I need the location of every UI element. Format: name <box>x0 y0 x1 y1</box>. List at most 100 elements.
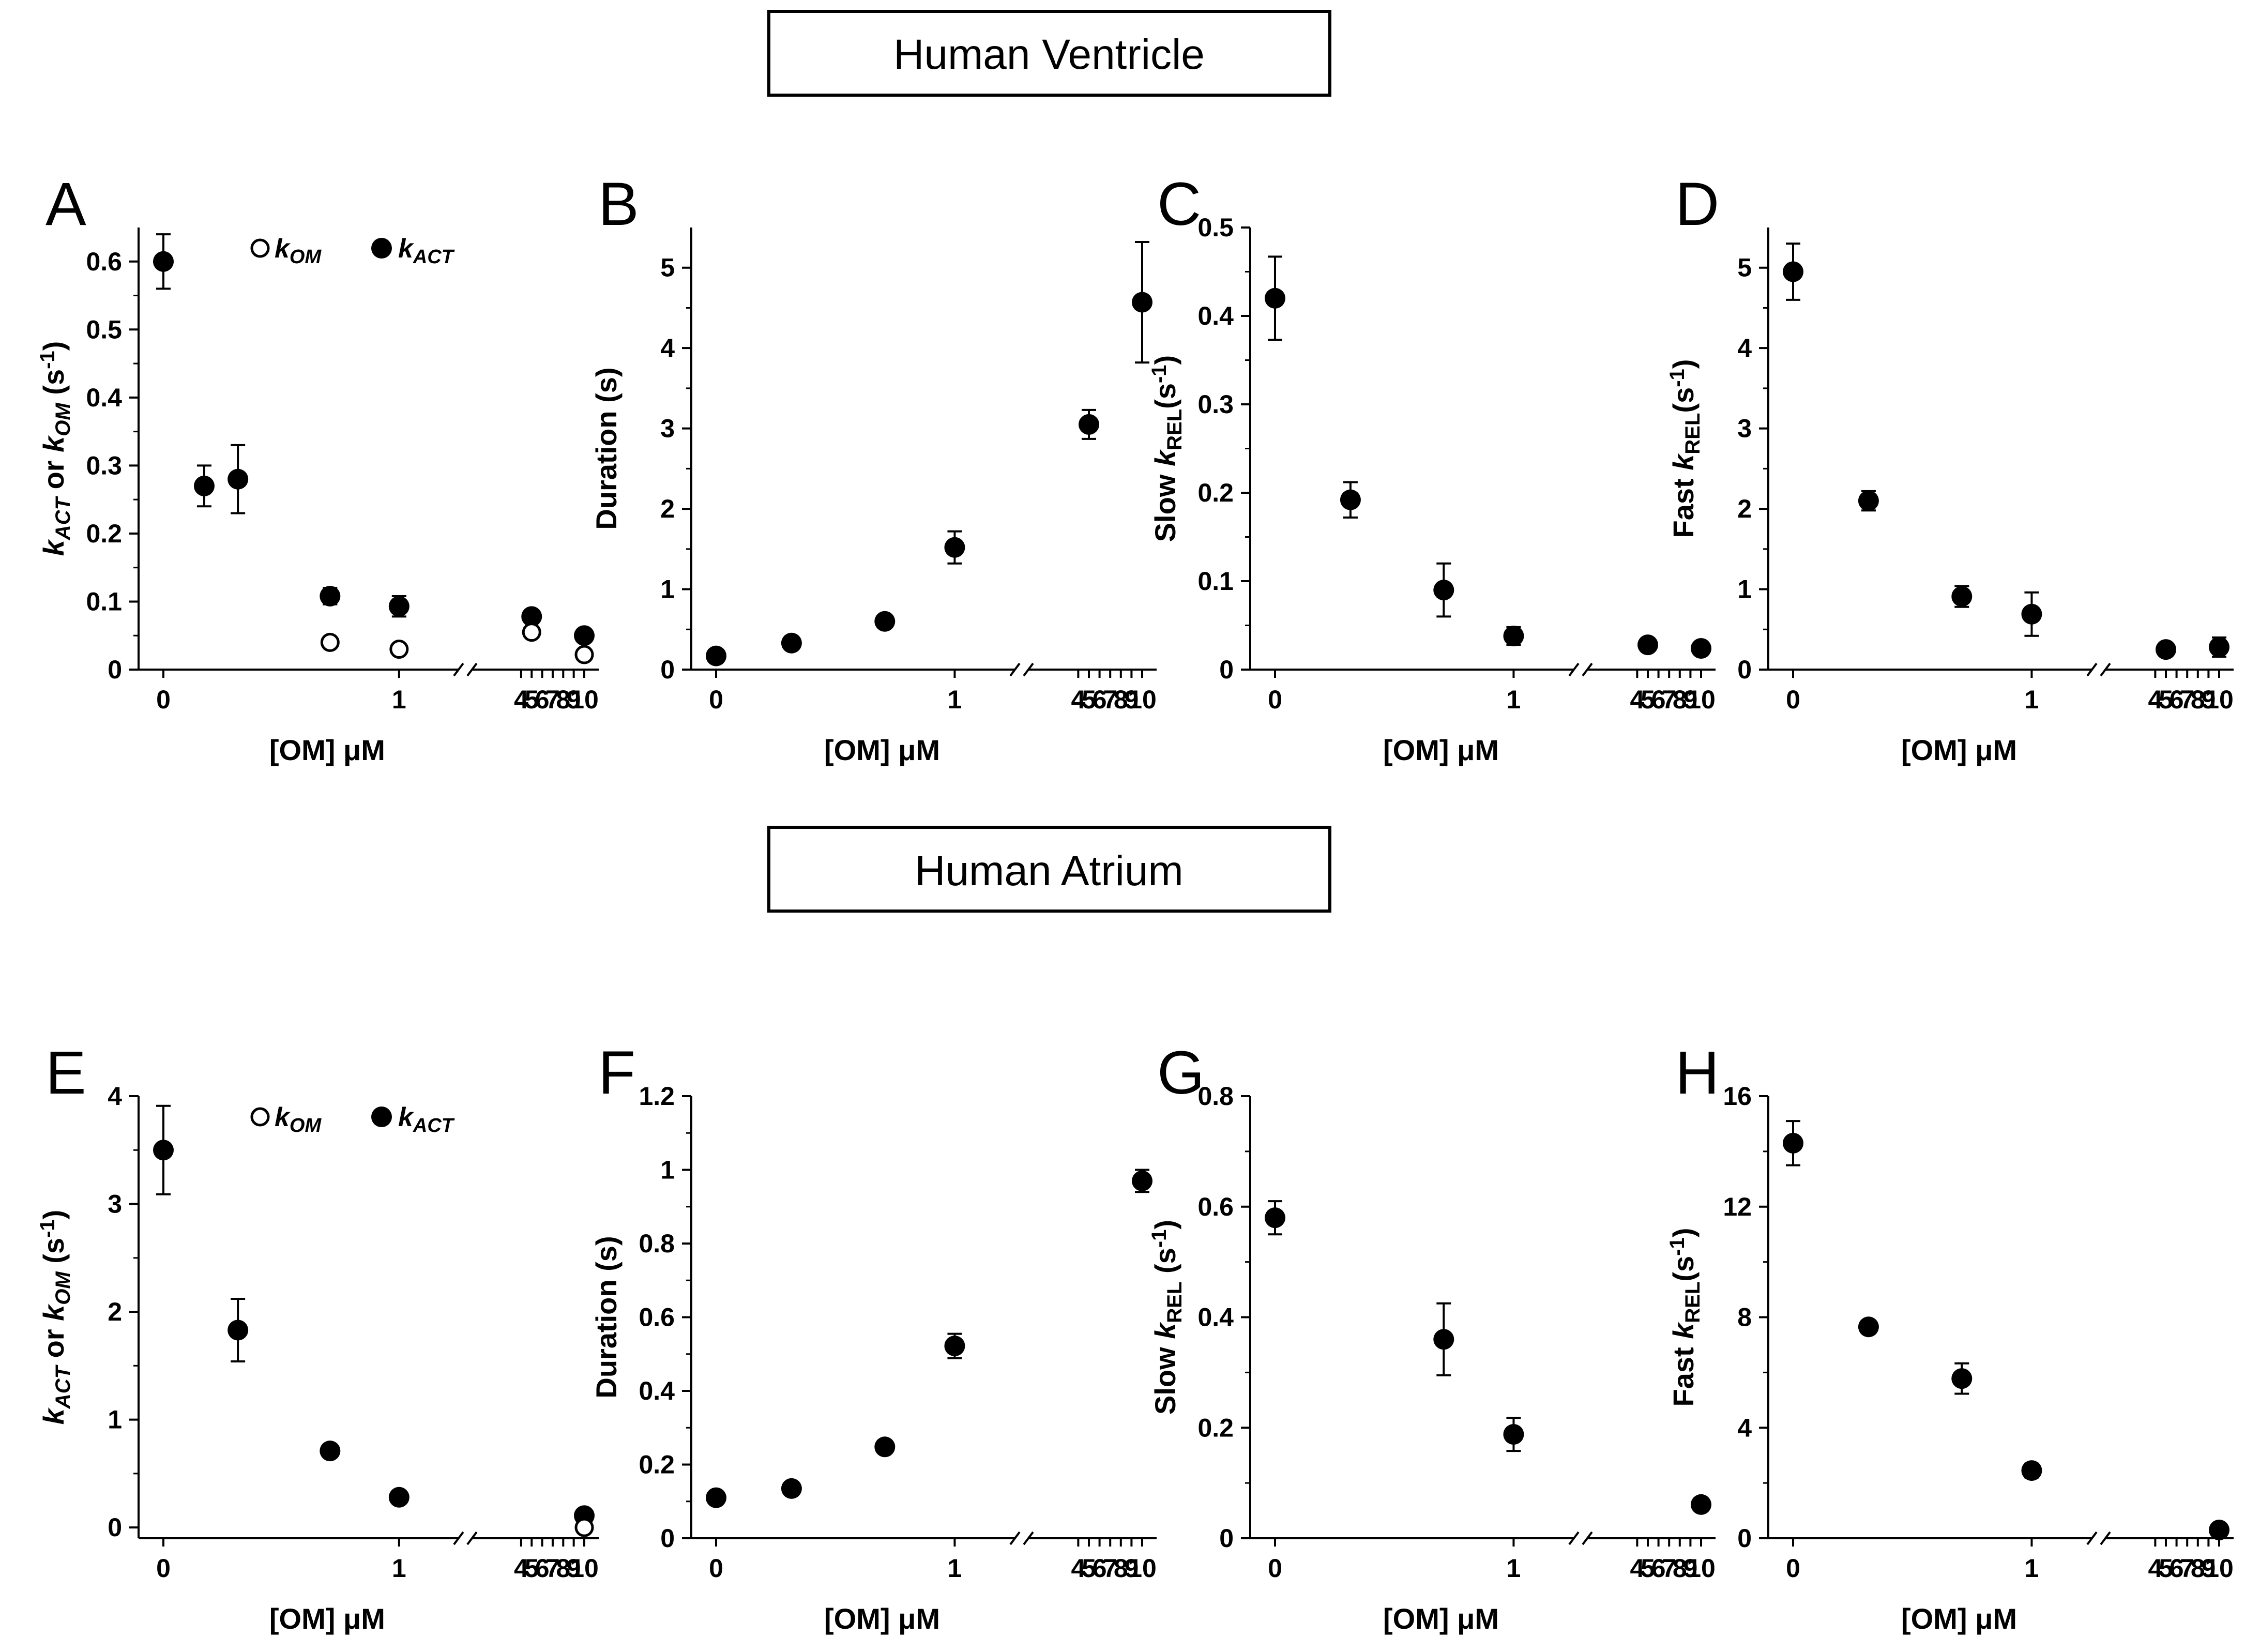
y-axis-title-part: (s <box>1149 383 1181 409</box>
x-tick-label: 1 <box>2025 1554 2039 1583</box>
y-tick-label: 0 <box>1219 655 1234 684</box>
x-tick-label: 6 <box>1651 685 1666 714</box>
y-axis-title-part: k <box>37 435 70 452</box>
section-title-box <box>767 826 1331 913</box>
x-tick-label: 8 <box>2191 1554 2205 1583</box>
data-point <box>1783 261 1803 282</box>
y-tick-label: 0 <box>108 655 122 684</box>
y-tick-label: 0.4 <box>86 383 122 412</box>
data-point <box>1783 1132 1803 1154</box>
axis-break-mark <box>1009 662 1021 677</box>
x-tick-label: 6 <box>1093 685 1107 714</box>
x-tick-label: 9 <box>567 1554 581 1583</box>
y-axis-title-part: ) <box>1149 355 1181 365</box>
data-point-open <box>389 640 409 659</box>
y-tick-label: 0.4 <box>1197 301 1234 330</box>
data-point <box>781 632 802 654</box>
data-point <box>1132 1170 1152 1191</box>
y-axis-title: Fast kREL(s-1) <box>1666 1228 1704 1407</box>
legend-label-sub: ACT <box>413 1115 455 1136</box>
data-point <box>388 1487 409 1508</box>
x-tick-label: 6 <box>535 685 550 714</box>
axis-break-mark <box>1009 1531 1021 1545</box>
y-tick-label: 0.8 <box>1197 1082 1234 1111</box>
x-tick-label: 6 <box>1651 1554 1666 1583</box>
y-axis-title-part: ACT <box>52 495 74 540</box>
x-tick-label: 4 <box>1071 1554 1085 1583</box>
x-axis-title: [OM] μM <box>269 1602 385 1635</box>
data-point <box>227 468 249 490</box>
y-tick-label: 0.2 <box>639 1450 675 1479</box>
y-tick-label: 1 <box>660 575 675 604</box>
y-axis-title-part: (s <box>1667 387 1700 413</box>
y-tick-label: 0 <box>660 655 675 684</box>
y-axis-title-part: Duration (s) <box>590 1236 623 1398</box>
x-axis-title: [OM] μM <box>1901 734 2017 766</box>
y-axis-title-part: -1 <box>1148 1230 1171 1248</box>
x-tick-label: 7 <box>1103 685 1117 714</box>
x-tick-label: 1 <box>948 685 962 714</box>
x-tick-label: 1 <box>2025 685 2039 714</box>
x-tick-label: 9 <box>1683 1554 1697 1583</box>
axis-break-mark <box>1582 662 1593 677</box>
y-axis-title-part: ) <box>1149 1220 1181 1230</box>
section-title: Human Ventricle <box>893 31 1205 78</box>
data-point <box>574 625 595 646</box>
x-tick-label: 0 <box>709 1554 723 1583</box>
x-tick-label: 6 <box>1093 1554 1107 1583</box>
x-tick-label: 9 <box>567 685 581 714</box>
axis-break-mark <box>453 1531 464 1545</box>
y-tick-label: 0.8 <box>639 1229 675 1258</box>
y-axis-title-part: -1 <box>1666 369 1689 387</box>
x-tick-label: 1 <box>1507 685 1521 714</box>
x-tick-label: 5 <box>1082 1554 1096 1583</box>
y-axis-title-part: REL <box>1681 413 1704 454</box>
axis-break-mark <box>1023 1531 1034 1545</box>
data-point <box>1503 626 1524 647</box>
axis-break-mark <box>1568 1531 1580 1545</box>
y-axis-title: Duration (s) <box>590 367 623 529</box>
data-point <box>781 1478 802 1499</box>
legend-marker-open <box>250 238 270 258</box>
y-axis-title-part: -1 <box>36 1219 59 1238</box>
y-tick-label: 0.3 <box>1197 390 1234 419</box>
y-tick-label: 1 <box>1737 575 1752 604</box>
panel-letter: E <box>45 1039 86 1107</box>
x-tick-label: 8 <box>556 685 570 714</box>
x-tick-label: 6 <box>535 1554 550 1583</box>
x-axis-title: [OM] μM <box>1901 1602 2017 1635</box>
y-tick-label: 0 <box>1737 1524 1752 1553</box>
y-axis-title: Slow kREL (s-1) <box>1148 1220 1186 1415</box>
axis-break-mark <box>466 1531 478 1545</box>
x-tick-label: 1 <box>392 1554 406 1583</box>
data-point <box>706 645 726 666</box>
y-tick-label: 0.3 <box>86 451 122 480</box>
legend-label: kOM <box>275 234 322 268</box>
x-tick-label: 10 <box>1687 685 1716 714</box>
x-tick-label: 6 <box>2170 685 2184 714</box>
axis-break-mark <box>1582 1531 1593 1545</box>
y-tick-label: 0.6 <box>86 247 122 276</box>
data-point <box>1265 287 1285 309</box>
section-header-ventricle: Human Ventricle <box>767 10 1331 97</box>
x-tick-label: 0 <box>156 1554 171 1583</box>
x-tick-label: 7 <box>1662 685 1676 714</box>
y-tick-label: 16 <box>1723 1082 1752 1111</box>
data-point <box>2209 1519 2229 1540</box>
data-point-open <box>522 623 541 642</box>
y-tick-label: 4 <box>1737 334 1752 362</box>
data-point <box>153 251 174 272</box>
x-tick-label: 10 <box>570 685 599 714</box>
y-tick-label: 5 <box>660 253 675 282</box>
data-point <box>1503 1424 1524 1445</box>
x-tick-label: 7 <box>2180 685 2194 714</box>
y-axis-title-part: ) <box>1667 1228 1700 1238</box>
x-tick-label: 10 <box>2205 685 2234 714</box>
data-point-open <box>320 632 340 652</box>
section-header-atrium: Human Atrium <box>767 826 1331 913</box>
axis-break-mark <box>1023 662 1034 677</box>
